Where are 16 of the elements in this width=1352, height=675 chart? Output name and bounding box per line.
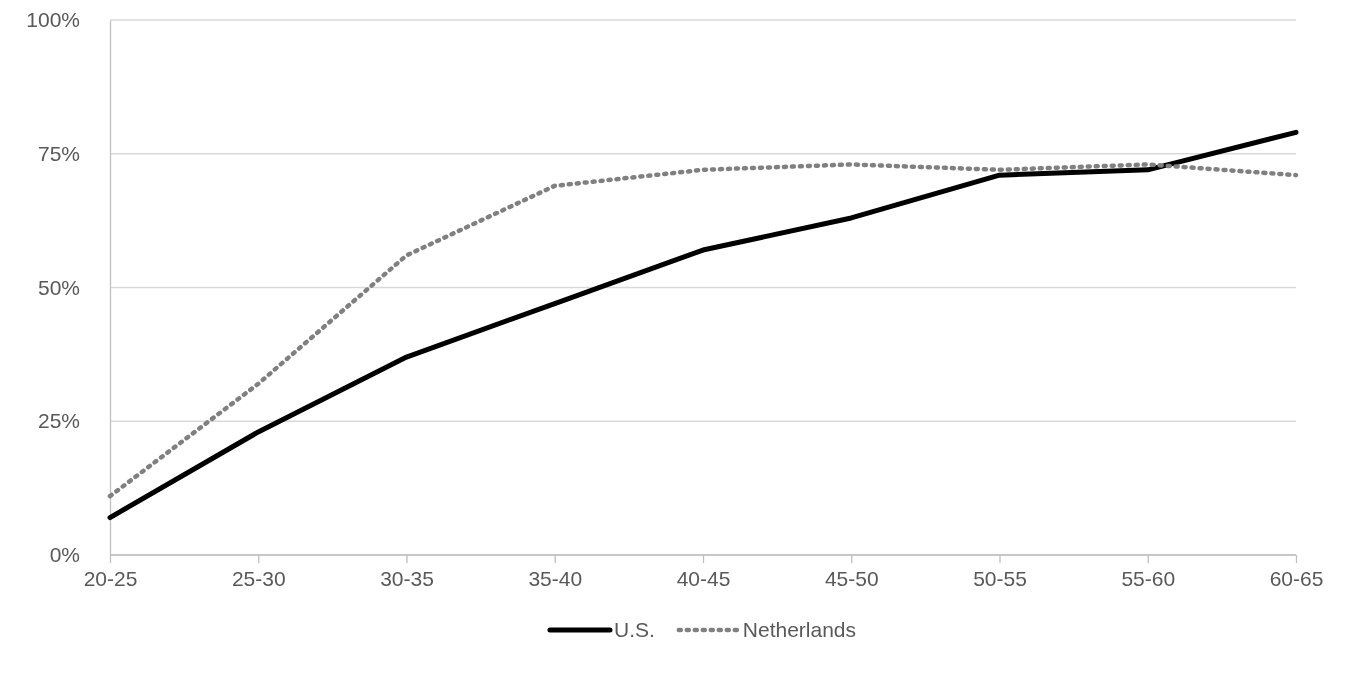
- x-tick-label: 45-50: [824, 566, 879, 590]
- y-tick-label: 100%: [26, 8, 80, 32]
- x-tick-label: 25-30: [231, 566, 286, 590]
- y-tick-label: 25%: [37, 409, 80, 433]
- y-tick-label: 50%: [37, 275, 80, 299]
- y-tick-label: 75%: [37, 141, 80, 165]
- x-tick-label: 50-55: [973, 566, 1027, 590]
- legend-label: Netherlands: [742, 618, 857, 641]
- x-tick-label: 60-65: [1269, 566, 1324, 590]
- x-tick-label: 30-35: [380, 566, 434, 590]
- x-tick-label: 20-25: [83, 566, 138, 590]
- x-tick-label: 35-40: [528, 566, 583, 590]
- y-tick-label: 0%: [49, 543, 80, 567]
- x-tick-label: 40-45: [676, 566, 731, 590]
- x-tick-label: 55-60: [1121, 566, 1176, 590]
- legend-label: U.S.: [613, 618, 655, 641]
